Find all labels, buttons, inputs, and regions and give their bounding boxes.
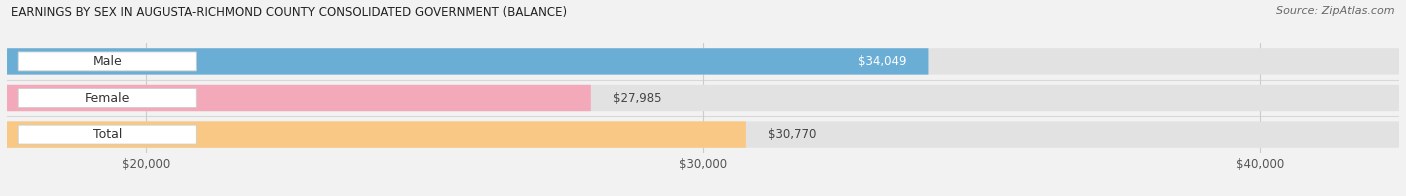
FancyBboxPatch shape	[7, 48, 1399, 75]
Text: Female: Female	[84, 92, 129, 104]
FancyBboxPatch shape	[7, 121, 745, 148]
Text: $30,770: $30,770	[768, 128, 817, 141]
FancyBboxPatch shape	[18, 89, 197, 107]
Text: $27,985: $27,985	[613, 92, 662, 104]
Text: Source: ZipAtlas.com: Source: ZipAtlas.com	[1277, 6, 1395, 16]
Text: Male: Male	[93, 55, 122, 68]
Text: EARNINGS BY SEX IN AUGUSTA-RICHMOND COUNTY CONSOLIDATED GOVERNMENT (BALANCE): EARNINGS BY SEX IN AUGUSTA-RICHMOND COUN…	[11, 6, 568, 19]
FancyBboxPatch shape	[7, 85, 591, 111]
FancyBboxPatch shape	[7, 85, 1399, 111]
FancyBboxPatch shape	[7, 48, 928, 75]
Text: Total: Total	[93, 128, 122, 141]
FancyBboxPatch shape	[7, 121, 1399, 148]
FancyBboxPatch shape	[18, 125, 197, 144]
Text: $34,049: $34,049	[858, 55, 907, 68]
FancyBboxPatch shape	[18, 52, 197, 71]
